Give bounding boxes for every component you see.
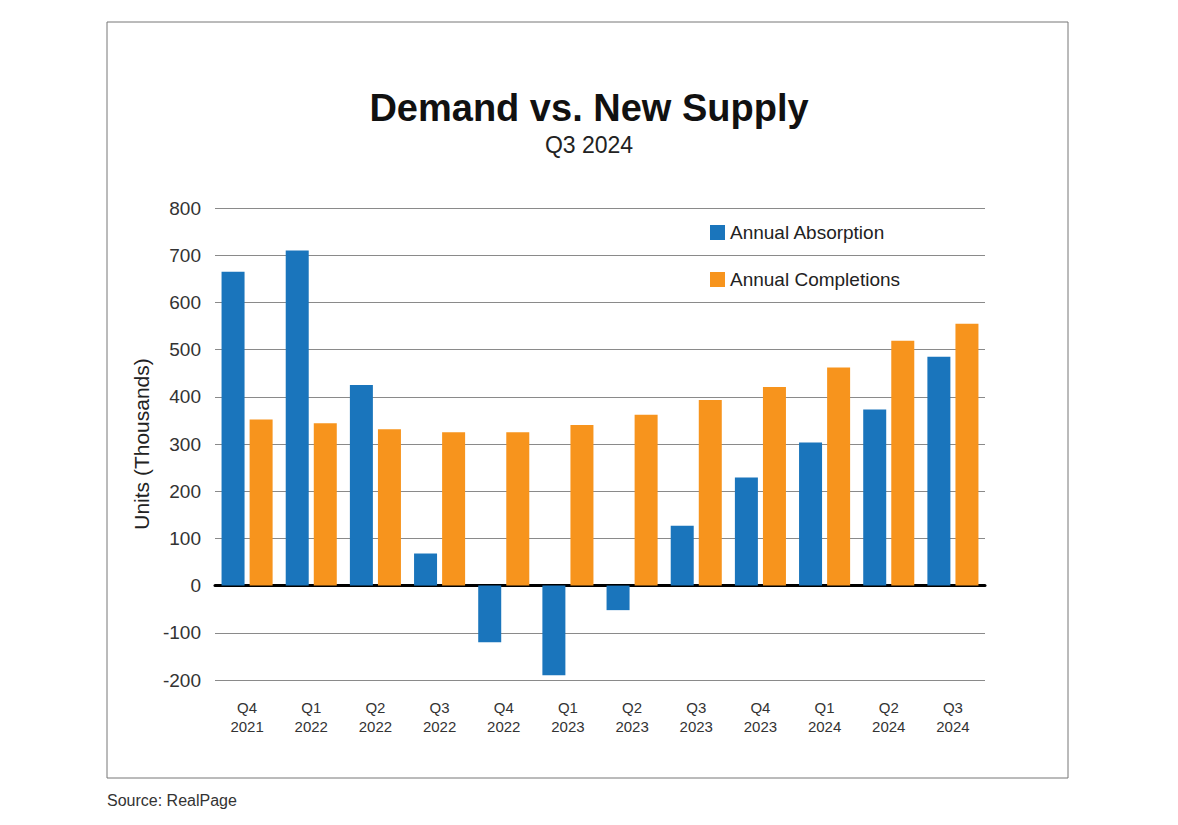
svg-text:Q2: Q2 (622, 699, 642, 716)
svg-text:-100: -100 (163, 622, 201, 643)
svg-text:2023: 2023 (615, 718, 648, 735)
svg-text:Q4: Q4 (494, 699, 514, 716)
svg-text:Q2: Q2 (365, 699, 385, 716)
svg-text:300: 300 (169, 434, 201, 455)
svg-text:2023: 2023 (744, 718, 777, 735)
svg-text:Q4: Q4 (237, 699, 257, 716)
svg-text:2023: 2023 (551, 718, 584, 735)
svg-text:2022: 2022 (359, 718, 392, 735)
svg-text:400: 400 (169, 386, 201, 407)
svg-text:Demand vs. New Supply: Demand vs. New Supply (369, 87, 808, 129)
svg-text:600: 600 (169, 292, 201, 313)
svg-text:Q2: Q2 (879, 699, 899, 716)
svg-text:Q3: Q3 (430, 699, 450, 716)
svg-text:200: 200 (169, 481, 201, 502)
svg-text:2022: 2022 (487, 718, 520, 735)
svg-text:Q1: Q1 (558, 699, 578, 716)
svg-text:Units (Thousands): Units (Thousands) (130, 358, 153, 530)
svg-text:2021: 2021 (230, 718, 263, 735)
svg-text:Q3 2024: Q3 2024 (545, 132, 633, 158)
svg-text:2024: 2024 (936, 718, 969, 735)
svg-text:2022: 2022 (423, 718, 456, 735)
svg-text:2024: 2024 (808, 718, 841, 735)
svg-text:2023: 2023 (680, 718, 713, 735)
svg-text:800: 800 (169, 198, 201, 219)
svg-text:Annual Completions: Annual Completions (730, 269, 900, 290)
svg-text:Q3: Q3 (943, 699, 963, 716)
svg-text:0: 0 (190, 575, 201, 596)
svg-text:Q3: Q3 (686, 699, 706, 716)
svg-text:Source: RealPage: Source: RealPage (107, 792, 237, 809)
svg-text:500: 500 (169, 339, 201, 360)
svg-text:Q1: Q1 (815, 699, 835, 716)
svg-text:2024: 2024 (872, 718, 905, 735)
svg-text:Annual Absorption: Annual Absorption (730, 222, 884, 243)
svg-text:100: 100 (169, 528, 201, 549)
svg-text:2022: 2022 (295, 718, 328, 735)
svg-text:700: 700 (169, 245, 201, 266)
svg-text:Q1: Q1 (301, 699, 321, 716)
svg-text:Q4: Q4 (750, 699, 770, 716)
svg-text:-200: -200 (163, 670, 201, 691)
